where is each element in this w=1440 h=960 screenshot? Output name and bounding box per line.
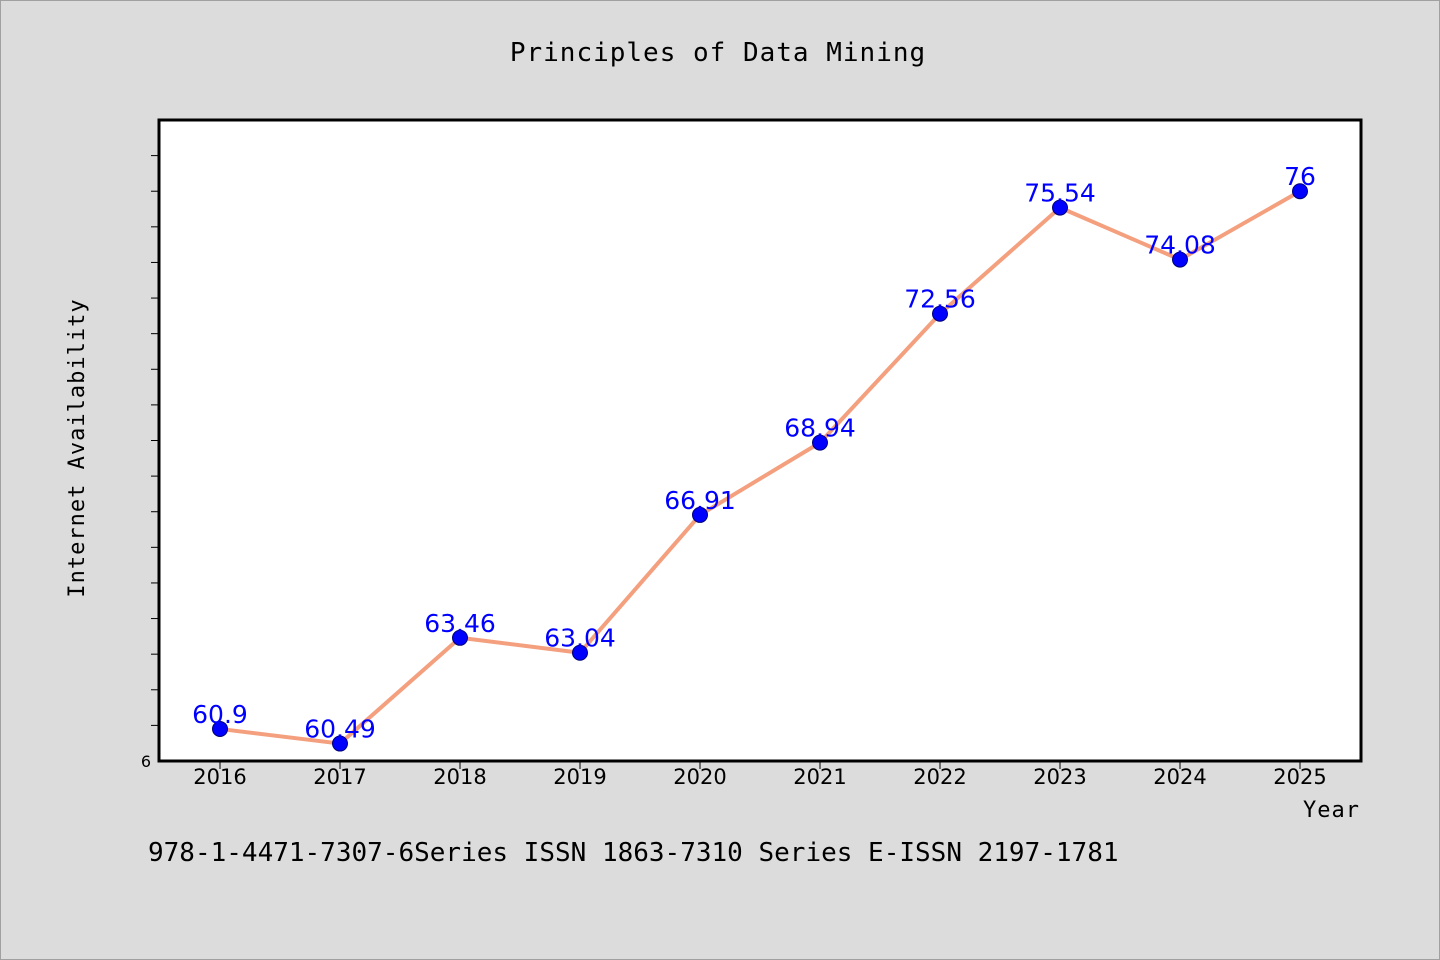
x-tick-label: 2022 xyxy=(913,765,966,789)
footer-isbn-text: 978-1-4471-7307-6Series ISSN 1863-7310 S… xyxy=(148,838,1119,868)
data-point-marker xyxy=(812,434,828,451)
chart-title: Principles of Data Mining xyxy=(510,38,926,68)
data-point-marker xyxy=(1172,251,1188,268)
data-point-marker xyxy=(1052,199,1068,216)
data-point-marker xyxy=(452,629,468,646)
data-point-marker xyxy=(932,305,948,322)
x-tick-label: 2025 xyxy=(1273,765,1326,789)
data-value-label: 75.54 xyxy=(1024,179,1096,208)
x-tick-label: 2019 xyxy=(553,765,606,789)
x-tick-label: 2017 xyxy=(313,765,366,789)
x-tick-label: 2021 xyxy=(793,765,846,789)
data-value-label: 68.94 xyxy=(784,414,856,443)
x-tick-label: 2024 xyxy=(1153,765,1206,789)
series-line xyxy=(218,189,1302,746)
y-tick-label: 6 xyxy=(141,752,151,771)
x-axis-label: Year xyxy=(1303,798,1360,823)
y-axis-label: Internet Availability xyxy=(65,298,90,597)
x-tick-label: 2018 xyxy=(433,765,486,789)
data-value-label: 72.56 xyxy=(904,285,976,314)
plot-area xyxy=(157,118,1363,763)
data-labels: 60.9 60.49 63.46 63.04 66.91 68.94 72.56 75.54 7… xyxy=(192,162,1316,743)
data-value-label: 66.91 xyxy=(664,486,736,515)
x-tick-label: 2016 xyxy=(193,765,246,789)
data-point-marker xyxy=(692,506,708,523)
data-point-marker xyxy=(332,735,348,752)
x-axis-ticks: 2016 2017 2018 2019 2020 2021 2022 2023 2024 2025 xyxy=(193,761,1327,789)
data-value-label: 63.04 xyxy=(544,624,616,653)
data-value-label: 74.08 xyxy=(1144,231,1216,260)
x-tick-label: 2020 xyxy=(673,765,726,789)
data-point-marker xyxy=(212,720,228,737)
y-axis-ticks: 6 xyxy=(141,155,159,771)
data-point-marker xyxy=(1292,183,1308,200)
data-point-marker xyxy=(572,644,588,661)
data-value-label: 63.46 xyxy=(424,609,496,638)
data-value-label: 60.9 xyxy=(192,700,248,729)
data-value-label: 60.49 xyxy=(304,715,376,744)
data-value-label: 76 xyxy=(1284,162,1316,191)
data-markers xyxy=(212,183,1308,752)
x-tick-label: 2023 xyxy=(1033,765,1086,789)
